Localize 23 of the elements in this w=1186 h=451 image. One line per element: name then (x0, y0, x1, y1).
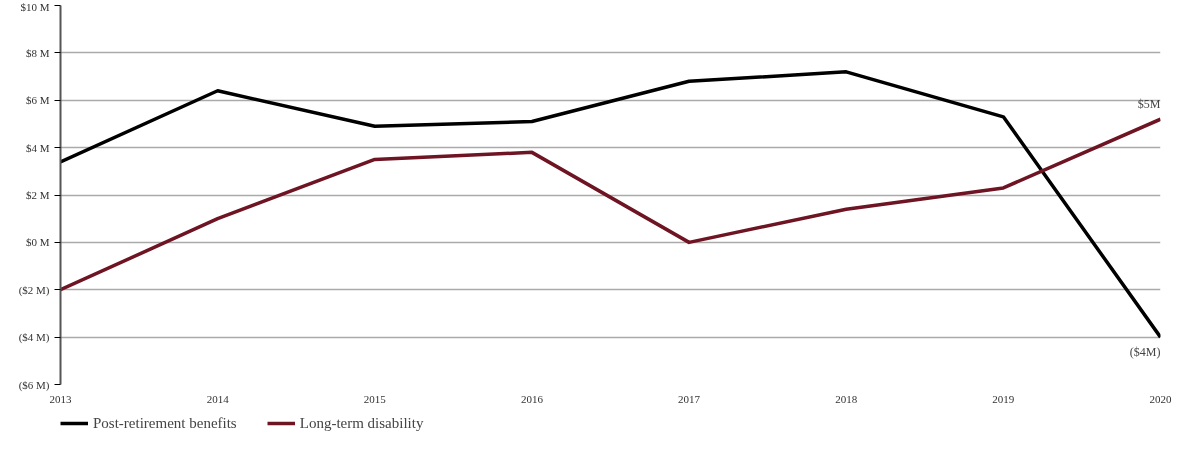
y-tick-label: $2 M (25, 189, 50, 201)
x-tick-label: 2013 (49, 392, 72, 405)
x-tick-label: 2019 (992, 392, 1015, 405)
legend-label: Post-retirement benefits (93, 414, 237, 432)
y-tick-label: $4 M (25, 141, 50, 154)
y-tick-label: $8 M (25, 46, 50, 59)
x-tick-label: 2020 (1149, 392, 1172, 405)
y-tick-label: ($4 M) (18, 331, 50, 345)
line-series (60, 70, 1161, 339)
x-tick-label: 2017 (678, 392, 701, 405)
y-tick-label: $0 M (25, 236, 50, 249)
line-series (60, 117, 1161, 292)
x-tick-label: 2014 (206, 392, 230, 405)
legend-label: Long-term disability (299, 414, 424, 432)
y-tick-label: $10 M (20, 0, 50, 13)
data-label: ($4M) (1129, 345, 1161, 360)
x-tick-label: 2018 (835, 392, 858, 405)
x-tick-label: 2016 (520, 392, 544, 405)
data-label: $5M (1137, 97, 1161, 112)
y-tick-label: $6 M (25, 94, 50, 107)
y-tick-label: ($6 M) (18, 378, 50, 392)
x-tick-label: 2015 (363, 392, 387, 405)
y-tick-label: ($2 M) (18, 283, 50, 297)
